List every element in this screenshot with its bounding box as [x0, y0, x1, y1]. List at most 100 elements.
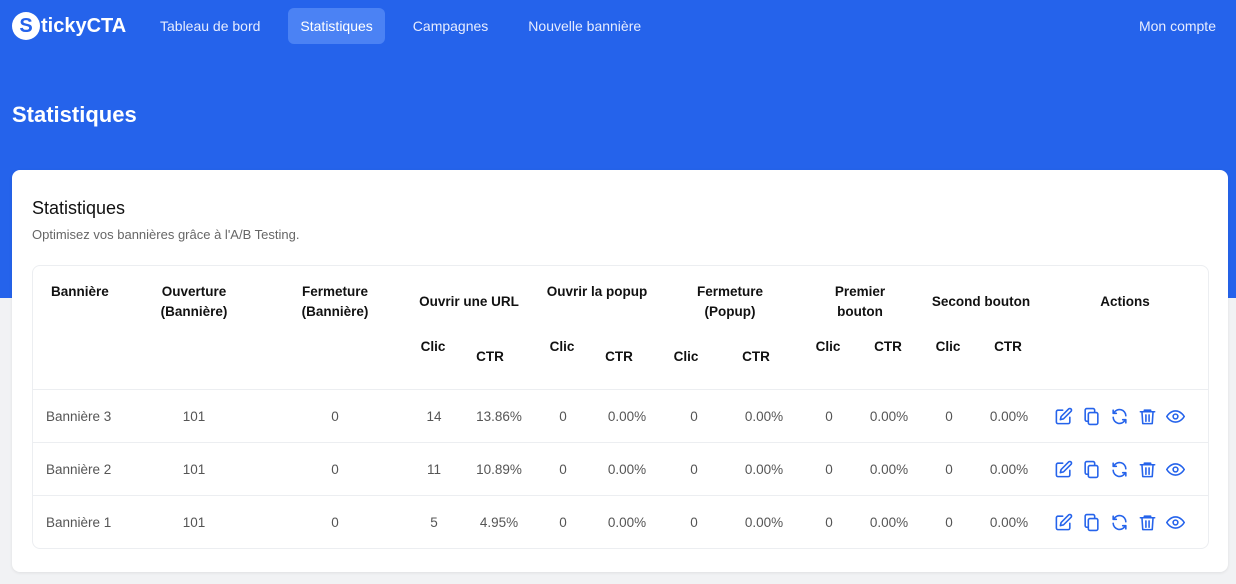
- logo-badge: S: [12, 12, 40, 40]
- eye-icon[interactable]: [1165, 407, 1185, 427]
- header-actions: Actions: [1100, 294, 1150, 309]
- cell-b1-click: 0: [825, 515, 833, 530]
- row-divider: [33, 442, 1208, 443]
- cell-b1-click: 0: [825, 409, 833, 424]
- statistics-table: Bannière Ouverture (Bannière) Fermeture …: [32, 265, 1209, 549]
- trash-icon[interactable]: [1137, 460, 1157, 480]
- subheader-b1-ctr: CTR: [874, 339, 902, 354]
- subheader-popup-click: Clic: [549, 339, 575, 354]
- header-popup-close-line1: Fermeture: [696, 284, 764, 299]
- top-navigation: S tickyCTA Tableau de bord Statistiques …: [0, 0, 1236, 54]
- trash-icon[interactable]: [1137, 407, 1157, 427]
- statistics-card: Statistiques Optimisez vos bannières grâ…: [12, 170, 1228, 572]
- table-row: Bannière 3 101 0 14 13.86% 0 0.00% 0 0.0…: [33, 390, 1208, 443]
- nav-items: Tableau de bord Statistiques Campagnes N…: [148, 8, 669, 44]
- header-opening: Ouverture (Bannière): [144, 282, 244, 322]
- cell-b1-ctr: 0.00%: [869, 462, 909, 477]
- header-divider: [33, 389, 1208, 390]
- row-divider: [33, 495, 1208, 496]
- brand-logo[interactable]: S tickyCTA: [12, 10, 126, 42]
- nav-item-dashboard[interactable]: Tableau de bord: [160, 18, 261, 34]
- header-first-button: Premier bouton: [820, 282, 900, 322]
- trash-icon[interactable]: [1137, 513, 1157, 533]
- cell-url-ctr: 4.95%: [479, 515, 519, 530]
- nav-item-new-banner[interactable]: Nouvelle bannière: [528, 18, 642, 34]
- subheader-url-click: Clic: [420, 339, 446, 354]
- header-opening-line1: Ouverture: [161, 284, 227, 299]
- refresh-icon[interactable]: [1109, 513, 1129, 533]
- cell-b2-ctr: 0.00%: [989, 515, 1029, 530]
- header-closing-line1: Fermeture: [301, 284, 369, 299]
- cell-url-ctr: 13.86%: [476, 409, 522, 424]
- subheader-b1-click: Clic: [815, 339, 841, 354]
- cell-closing: 0: [331, 462, 339, 477]
- cell-opening: 101: [182, 409, 206, 424]
- header-closing-line2: (Bannière): [301, 304, 369, 319]
- row-actions: [1053, 496, 1193, 549]
- brand-name: tickyCTA: [41, 14, 127, 37]
- cell-banner-name: Bannière 2: [46, 462, 112, 477]
- cell-url-click: 11: [426, 462, 442, 477]
- subheader-url-ctr: CTR: [476, 349, 504, 364]
- page-title: Statistiques: [12, 102, 137, 127]
- cell-b1-ctr: 0.00%: [869, 409, 909, 424]
- cell-popclose-ctr: 0.00%: [744, 409, 784, 424]
- subheader-b2-ctr: CTR: [994, 339, 1022, 354]
- table-row: Bannière 1 101 0 5 4.95% 0 0.00% 0 0.00%…: [33, 496, 1208, 549]
- cell-opening: 101: [182, 515, 206, 530]
- cell-b2-click: 0: [945, 409, 953, 424]
- edit-icon[interactable]: [1053, 513, 1073, 533]
- nav-item-campaigns[interactable]: Campagnes: [412, 18, 489, 34]
- eye-icon[interactable]: [1165, 513, 1185, 533]
- card-title: Statistiques: [32, 198, 126, 218]
- edit-icon[interactable]: [1053, 407, 1073, 427]
- header-banner: Bannière: [51, 284, 109, 299]
- cell-banner-name: Bannière 1: [46, 515, 112, 530]
- cell-popup-click: 0: [559, 515, 567, 530]
- cell-popup-ctr: 0.00%: [607, 515, 647, 530]
- refresh-icon[interactable]: [1109, 407, 1129, 427]
- header-closing: Fermeture (Bannière): [285, 282, 385, 322]
- header-popup-close: Fermeture (Popup): [680, 282, 780, 322]
- cell-b2-click: 0: [945, 462, 953, 477]
- cell-b1-ctr: 0.00%: [869, 515, 909, 530]
- cell-url-click: 5: [430, 515, 438, 530]
- duplicate-icon[interactable]: [1081, 460, 1101, 480]
- cell-popclose-click: 0: [690, 515, 698, 530]
- card-subtitle: Optimisez vos bannières grâce à l'A/B Te…: [32, 227, 300, 242]
- duplicate-icon[interactable]: [1081, 407, 1101, 427]
- cell-popclose-click: 0: [690, 462, 698, 477]
- cell-b2-ctr: 0.00%: [989, 462, 1029, 477]
- table-row: Bannière 2 101 0 11 10.89% 0 0.00% 0 0.0…: [33, 443, 1208, 496]
- cell-banner-name: Bannière 3: [46, 409, 112, 424]
- header-open-popup: Ouvrir la popup: [546, 284, 648, 299]
- header-first-button-line2: bouton: [837, 304, 883, 319]
- cell-popup-ctr: 0.00%: [607, 409, 647, 424]
- row-actions: [1053, 390, 1193, 443]
- duplicate-icon[interactable]: [1081, 513, 1101, 533]
- cell-popclose-ctr: 0.00%: [744, 515, 784, 530]
- header-opening-line2: (Bannière): [160, 304, 228, 319]
- cell-popclose-ctr: 0.00%: [744, 462, 784, 477]
- refresh-icon[interactable]: [1109, 460, 1129, 480]
- eye-icon[interactable]: [1165, 460, 1185, 480]
- cell-url-ctr: 10.89%: [476, 462, 522, 477]
- subheader-popclose-click: Clic: [673, 349, 699, 364]
- nav-item-statistics[interactable]: Statistiques: [288, 8, 385, 44]
- cell-popup-click: 0: [559, 409, 567, 424]
- header-second-button: Second bouton: [931, 294, 1031, 309]
- cell-closing: 0: [331, 515, 339, 530]
- cell-b2-ctr: 0.00%: [989, 409, 1029, 424]
- cell-closing: 0: [331, 409, 339, 424]
- subheader-popup-ctr: CTR: [605, 349, 633, 364]
- edit-icon[interactable]: [1053, 460, 1073, 480]
- account-link[interactable]: Mon compte: [1138, 18, 1216, 34]
- cell-popup-ctr: 0.00%: [607, 462, 647, 477]
- cell-opening: 101: [182, 462, 206, 477]
- subheader-popclose-ctr: CTR: [742, 349, 770, 364]
- cell-b1-click: 0: [825, 462, 833, 477]
- row-actions: [1053, 443, 1193, 496]
- header-open-url: Ouvrir une URL: [419, 294, 519, 309]
- header-first-button-line1: Premier: [834, 284, 886, 299]
- cell-b2-click: 0: [945, 515, 953, 530]
